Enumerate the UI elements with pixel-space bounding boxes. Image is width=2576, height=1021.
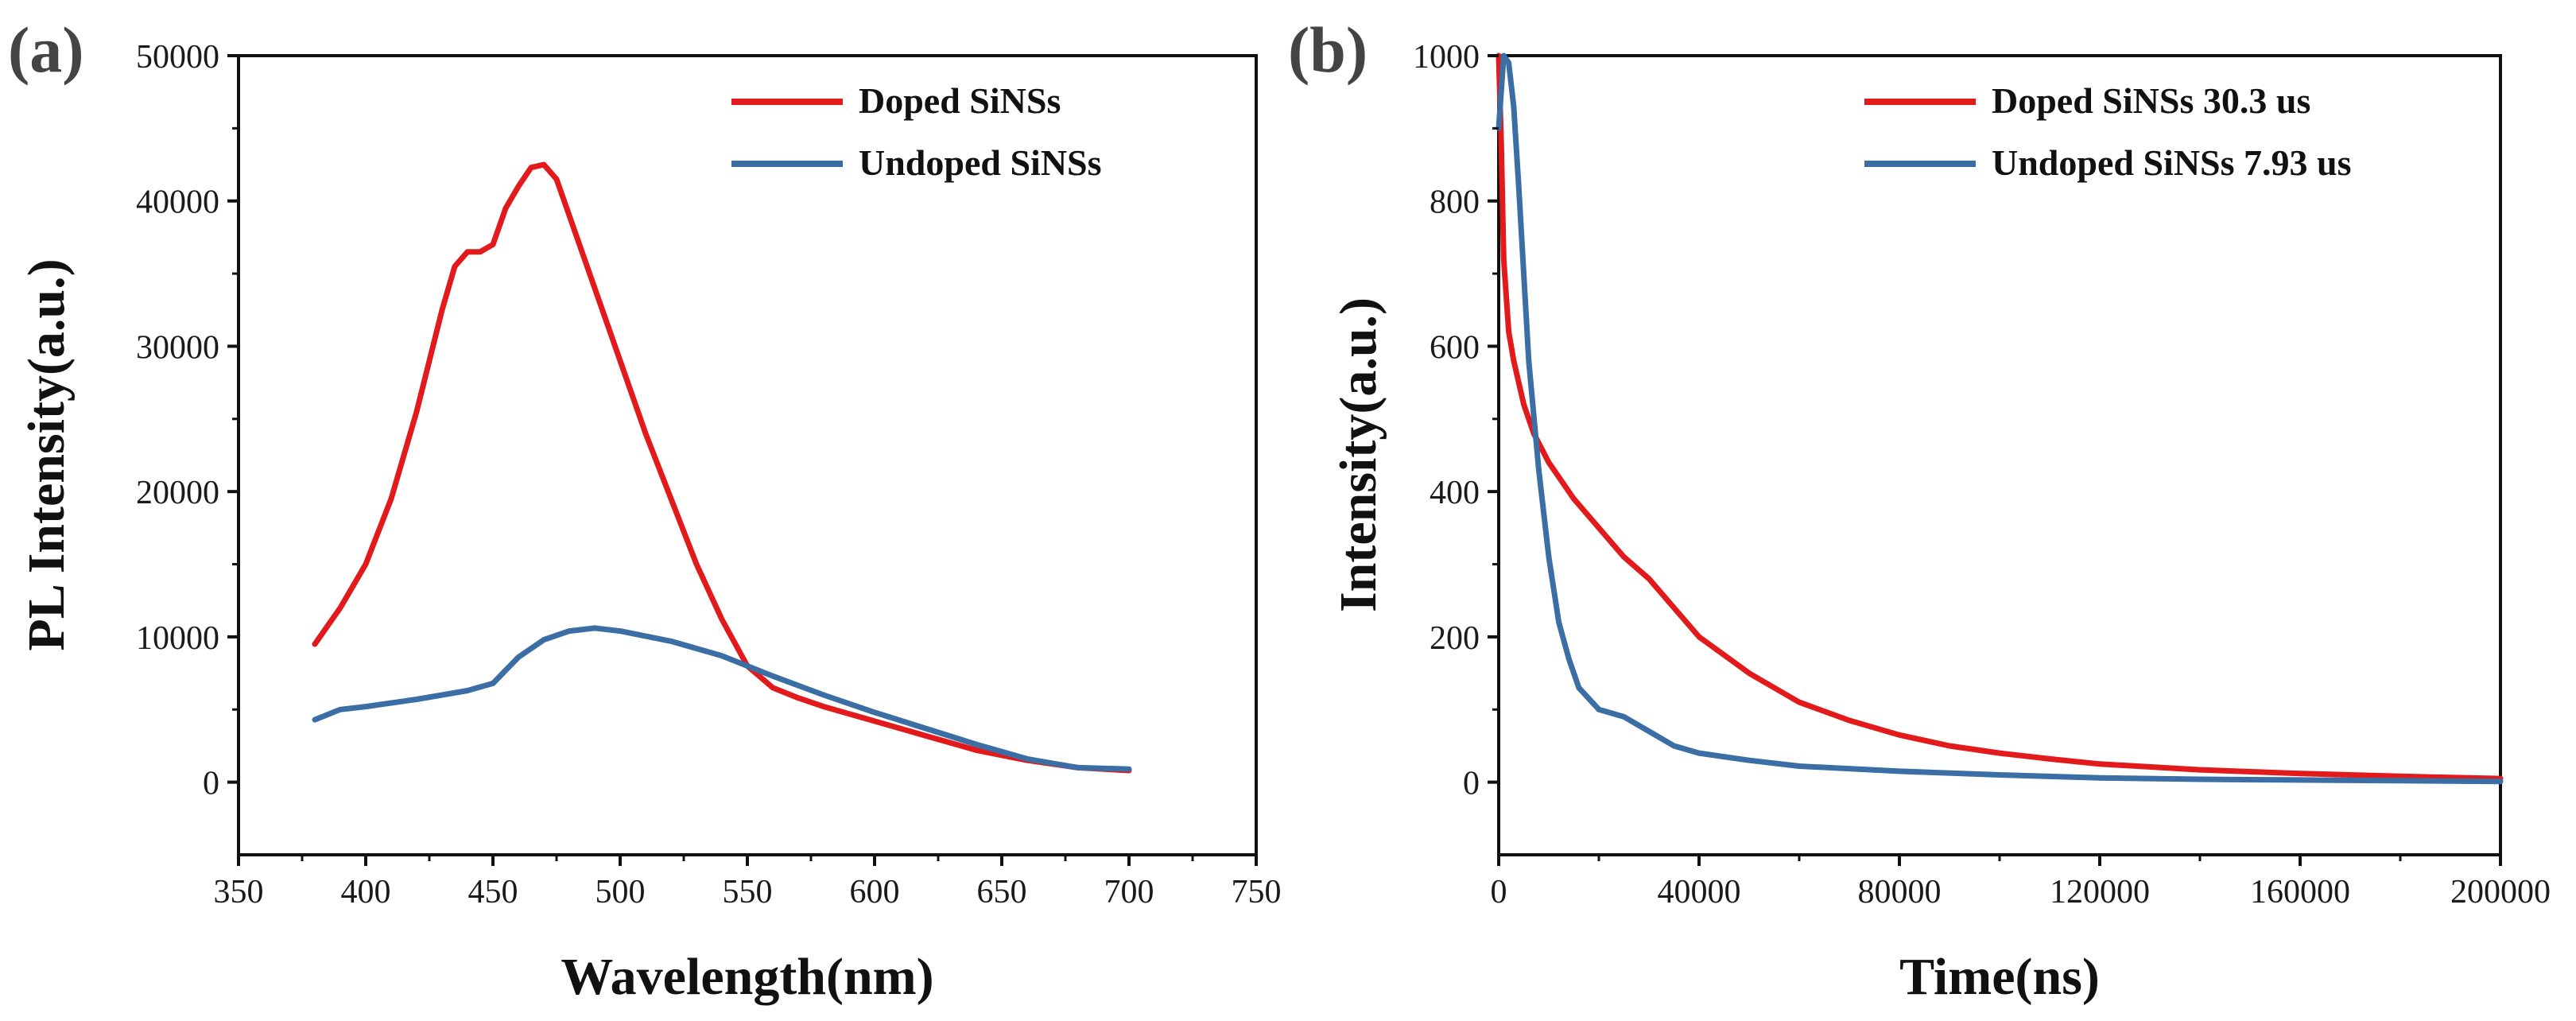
series-line-0 — [312, 161, 1132, 774]
x-tick-label: 600 — [850, 874, 900, 910]
y-tick-label: 50000 — [136, 39, 219, 76]
x-tick-label: 350 — [214, 874, 264, 910]
legend-label-1: Undoped SiNSs 7.93 us — [1992, 142, 2352, 183]
x-tick-label: 80000 — [1858, 874, 1942, 910]
x-tick-label: 0 — [1491, 874, 1507, 910]
x-axis-title: Wavelength(nm) — [561, 948, 933, 1006]
y-axis-title: Intensity(a.u.) — [1329, 297, 1387, 612]
plot-frame — [237, 54, 1258, 856]
x-tick-label: 40000 — [1658, 874, 1741, 910]
legend-label-1: Undoped SiNSs — [859, 142, 1102, 183]
x-tick-label: 550 — [723, 874, 773, 910]
series-line-1 — [312, 625, 1132, 772]
x-tick-label: 750 — [1232, 874, 1282, 910]
y-axis-title: PL Intensity(a.u.) — [17, 258, 76, 650]
y-tick-label: 0 — [203, 766, 219, 802]
y-tick-label: 400 — [1430, 475, 1480, 511]
y-tick-label: 40000 — [136, 184, 219, 221]
x-tick-label: 400 — [341, 874, 391, 910]
series-line-1 — [1496, 52, 2504, 785]
x-tick-label: 200000 — [2450, 874, 2551, 910]
x-tick-label: 500 — [596, 874, 646, 910]
y-tick-label: 600 — [1430, 329, 1480, 366]
legend-label-0: Doped SiNSs — [859, 80, 1061, 121]
series-line-0 — [1496, 52, 2504, 782]
legend: Doped SiNSs 30.3 us Undoped SiNSs 7.93 us — [1864, 80, 2352, 183]
y-tick-label: 800 — [1430, 184, 1480, 221]
x-tick-label: 120000 — [2050, 874, 2150, 910]
y-tick-label: 200 — [1430, 620, 1480, 657]
y-tick-label: 0 — [1463, 766, 1480, 802]
x-tick-label: 160000 — [2250, 874, 2350, 910]
y-tick-label: 10000 — [136, 620, 219, 657]
y-tick-label: 20000 — [136, 475, 219, 511]
x-tick-label: 650 — [977, 874, 1027, 910]
x-axis-title: Time(ns) — [1899, 948, 2100, 1006]
x-tick-label: 450 — [468, 874, 518, 910]
legend: Doped SiNSs Undoped SiNSs — [731, 80, 1102, 183]
panel-label: (a) — [8, 14, 84, 86]
x-tick-label: 700 — [1104, 874, 1154, 910]
legend-label-0: Doped SiNSs 30.3 us — [1992, 80, 2310, 121]
panel-label: (b) — [1288, 14, 1368, 86]
chart-panel-1: 0 40000 80000 120000 160000 200000 0 200 400 600 8… — [1288, 14, 2551, 1006]
chart-panel-0: 350 400 450 500 550 600 650 700 750 0 10000 20000 30… — [8, 14, 1282, 1006]
y-tick-label: 30000 — [136, 329, 219, 366]
y-tick-label: 1000 — [1413, 39, 1480, 76]
